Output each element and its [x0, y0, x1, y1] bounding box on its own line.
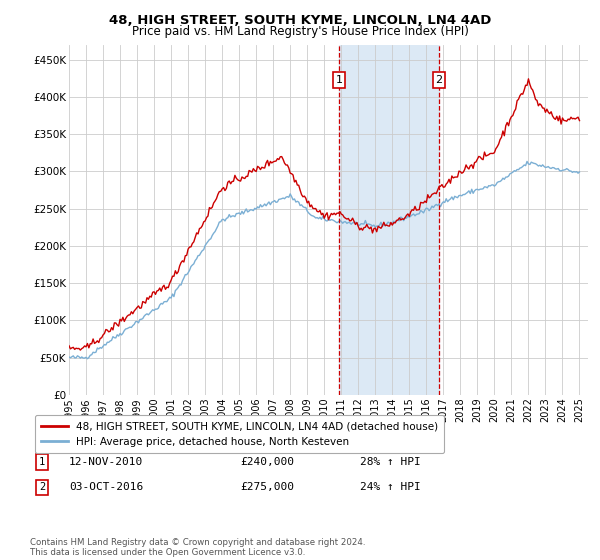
Text: £275,000: £275,000: [240, 482, 294, 492]
Legend: 48, HIGH STREET, SOUTH KYME, LINCOLN, LN4 4AD (detached house), HPI: Average pri: 48, HIGH STREET, SOUTH KYME, LINCOLN, LN…: [35, 415, 444, 453]
Text: £240,000: £240,000: [240, 457, 294, 467]
Text: 48, HIGH STREET, SOUTH KYME, LINCOLN, LN4 4AD: 48, HIGH STREET, SOUTH KYME, LINCOLN, LN…: [109, 14, 491, 27]
Text: 24% ↑ HPI: 24% ↑ HPI: [360, 482, 421, 492]
Text: 28% ↑ HPI: 28% ↑ HPI: [360, 457, 421, 467]
Bar: [339, 45, 439, 395]
Text: 12-NOV-2010: 12-NOV-2010: [69, 457, 143, 467]
Text: Contains HM Land Registry data © Crown copyright and database right 2024.
This d: Contains HM Land Registry data © Crown c…: [30, 538, 365, 557]
Text: 2: 2: [39, 482, 45, 492]
Text: Price paid vs. HM Land Registry's House Price Index (HPI): Price paid vs. HM Land Registry's House …: [131, 25, 469, 38]
Text: 03-OCT-2016: 03-OCT-2016: [69, 482, 143, 492]
Text: 2: 2: [436, 75, 443, 85]
Text: 1: 1: [39, 457, 45, 467]
Text: 1: 1: [335, 75, 343, 85]
